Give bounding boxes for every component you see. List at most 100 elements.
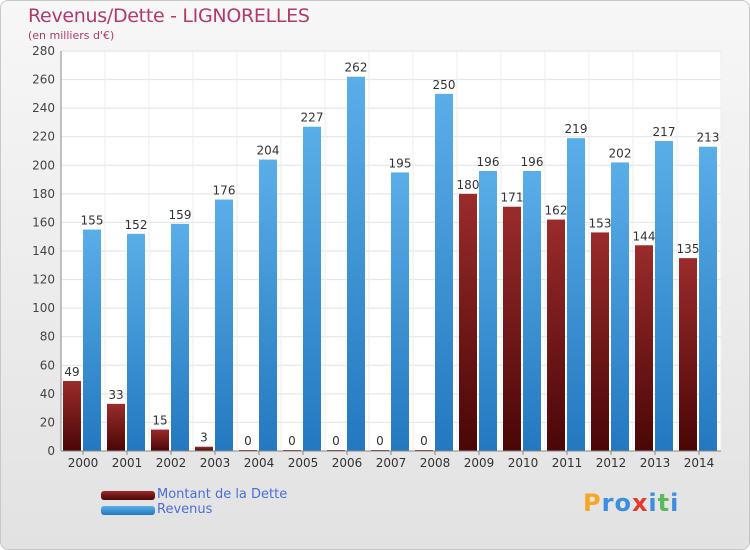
y-tick-label: 20 <box>40 415 55 429</box>
x-tick-label: 2009 <box>464 456 495 470</box>
y-tick-label: 40 <box>40 387 55 401</box>
x-tick-label: 2008 <box>420 456 451 470</box>
bar-revenus <box>699 146 717 451</box>
data-label-revenus: 204 <box>257 144 280 158</box>
data-label-dette: 135 <box>677 242 700 256</box>
data-label-dette: 144 <box>633 229 656 243</box>
bar-dette <box>679 258 697 451</box>
y-tick-label: 200 <box>32 158 55 172</box>
data-label-dette: 171 <box>501 191 524 205</box>
logo-letter: r <box>601 489 615 517</box>
bar-revenus <box>611 162 629 451</box>
data-label-revenus: 213 <box>697 131 720 145</box>
legend-swatch-revenus <box>101 506 155 515</box>
x-tick-label: 2002 <box>156 456 187 470</box>
data-label-revenus: 202 <box>609 146 632 160</box>
data-label-revenus: 250 <box>433 78 456 92</box>
bar-revenus <box>259 159 277 452</box>
bar-revenus <box>83 229 101 451</box>
legend-item-revenus: Revenus <box>101 502 401 518</box>
x-tick-label: 2007 <box>376 456 407 470</box>
legend-item-dette: Montant de la Dette <box>101 487 401 503</box>
logo-letter: x <box>631 489 649 517</box>
bar-revenus <box>171 223 189 451</box>
bar-dette <box>591 232 609 451</box>
data-label-revenus: 227 <box>301 111 324 125</box>
bar-dette <box>547 219 565 451</box>
data-label-dette: 153 <box>589 216 612 230</box>
chart-subtitle: (en milliers d'€) <box>28 29 115 42</box>
data-label-dette: 3 <box>200 431 208 445</box>
y-tick-label: 240 <box>32 101 55 115</box>
bar-dette <box>107 403 125 451</box>
bar-dette <box>63 381 81 451</box>
data-label-dette: 162 <box>545 204 568 218</box>
logo-letter: t <box>657 489 671 517</box>
x-tick-label: 2004 <box>244 456 275 470</box>
x-tick-label: 2006 <box>332 456 363 470</box>
logo-letter: i <box>670 489 680 517</box>
y-tick-label: 280 <box>32 44 55 58</box>
data-label-dette: 180 <box>457 178 480 192</box>
data-label-dette: 0 <box>376 434 384 448</box>
y-tick-label: 80 <box>40 330 55 344</box>
legend-swatch-dette <box>101 491 155 500</box>
bar-revenus <box>479 171 497 451</box>
bar-dette <box>503 206 521 451</box>
x-tick-label: 2010 <box>508 456 539 470</box>
data-label-dette: 0 <box>288 434 296 448</box>
logo-letter: o <box>614 489 632 517</box>
data-label-dette: 49 <box>64 365 79 379</box>
x-tick-label: 2013 <box>640 456 671 470</box>
bar-revenus <box>655 141 673 451</box>
proxiti-logo: Proxiti <box>583 489 679 517</box>
bar-revenus <box>435 93 453 451</box>
bar-dette <box>195 446 213 451</box>
chart-title: Revenus/Dette - LIGNORELLES <box>28 5 310 27</box>
x-tick-label: 2001 <box>112 456 143 470</box>
data-label-revenus: 196 <box>477 155 500 169</box>
logo-letter: P <box>583 489 602 517</box>
y-tick-label: 160 <box>32 215 55 229</box>
y-tick-label: 140 <box>32 244 55 258</box>
y-tick-label: 100 <box>32 301 55 315</box>
x-tick-label: 2000 <box>68 456 99 470</box>
x-tick-label: 2003 <box>200 456 231 470</box>
y-tick-label: 260 <box>32 73 55 87</box>
x-tick-label: 2005 <box>288 456 319 470</box>
bar-dette <box>151 429 169 451</box>
y-tick-label: 0 <box>47 444 55 458</box>
data-label-revenus: 152 <box>125 218 148 232</box>
data-label-revenus: 176 <box>213 184 236 198</box>
y-tick-label: 120 <box>32 273 55 287</box>
data-label-dette: 0 <box>332 434 340 448</box>
bar-revenus <box>391 172 409 451</box>
data-label-revenus: 155 <box>81 214 104 228</box>
x-tick-label: 2014 <box>684 456 715 470</box>
bar-revenus <box>523 171 541 451</box>
legend-label-dette: Montant de la Dette <box>157 487 288 502</box>
bar-revenus <box>215 199 233 451</box>
y-tick-label: 60 <box>40 358 55 372</box>
legend-label-revenus: Revenus <box>157 502 213 517</box>
data-label-revenus: 262 <box>345 61 368 75</box>
logo-letter: i <box>648 489 658 517</box>
x-tick-label: 2012 <box>596 456 627 470</box>
data-label-revenus: 195 <box>389 156 412 170</box>
bar-revenus <box>567 138 585 451</box>
y-tick-label: 180 <box>32 187 55 201</box>
x-tick-label: 2011 <box>552 456 583 470</box>
y-tick-label: 220 <box>32 130 55 144</box>
bar-revenus <box>347 76 365 451</box>
data-label-revenus: 159 <box>169 208 192 222</box>
data-label-dette: 33 <box>108 388 123 402</box>
data-label-revenus: 219 <box>565 122 588 136</box>
data-label-revenus: 217 <box>653 125 676 139</box>
bar-dette <box>459 193 477 451</box>
bar-revenus <box>127 233 145 451</box>
data-label-dette: 0 <box>420 434 428 448</box>
data-label-revenus: 196 <box>521 155 544 169</box>
bar-dette <box>635 245 653 451</box>
